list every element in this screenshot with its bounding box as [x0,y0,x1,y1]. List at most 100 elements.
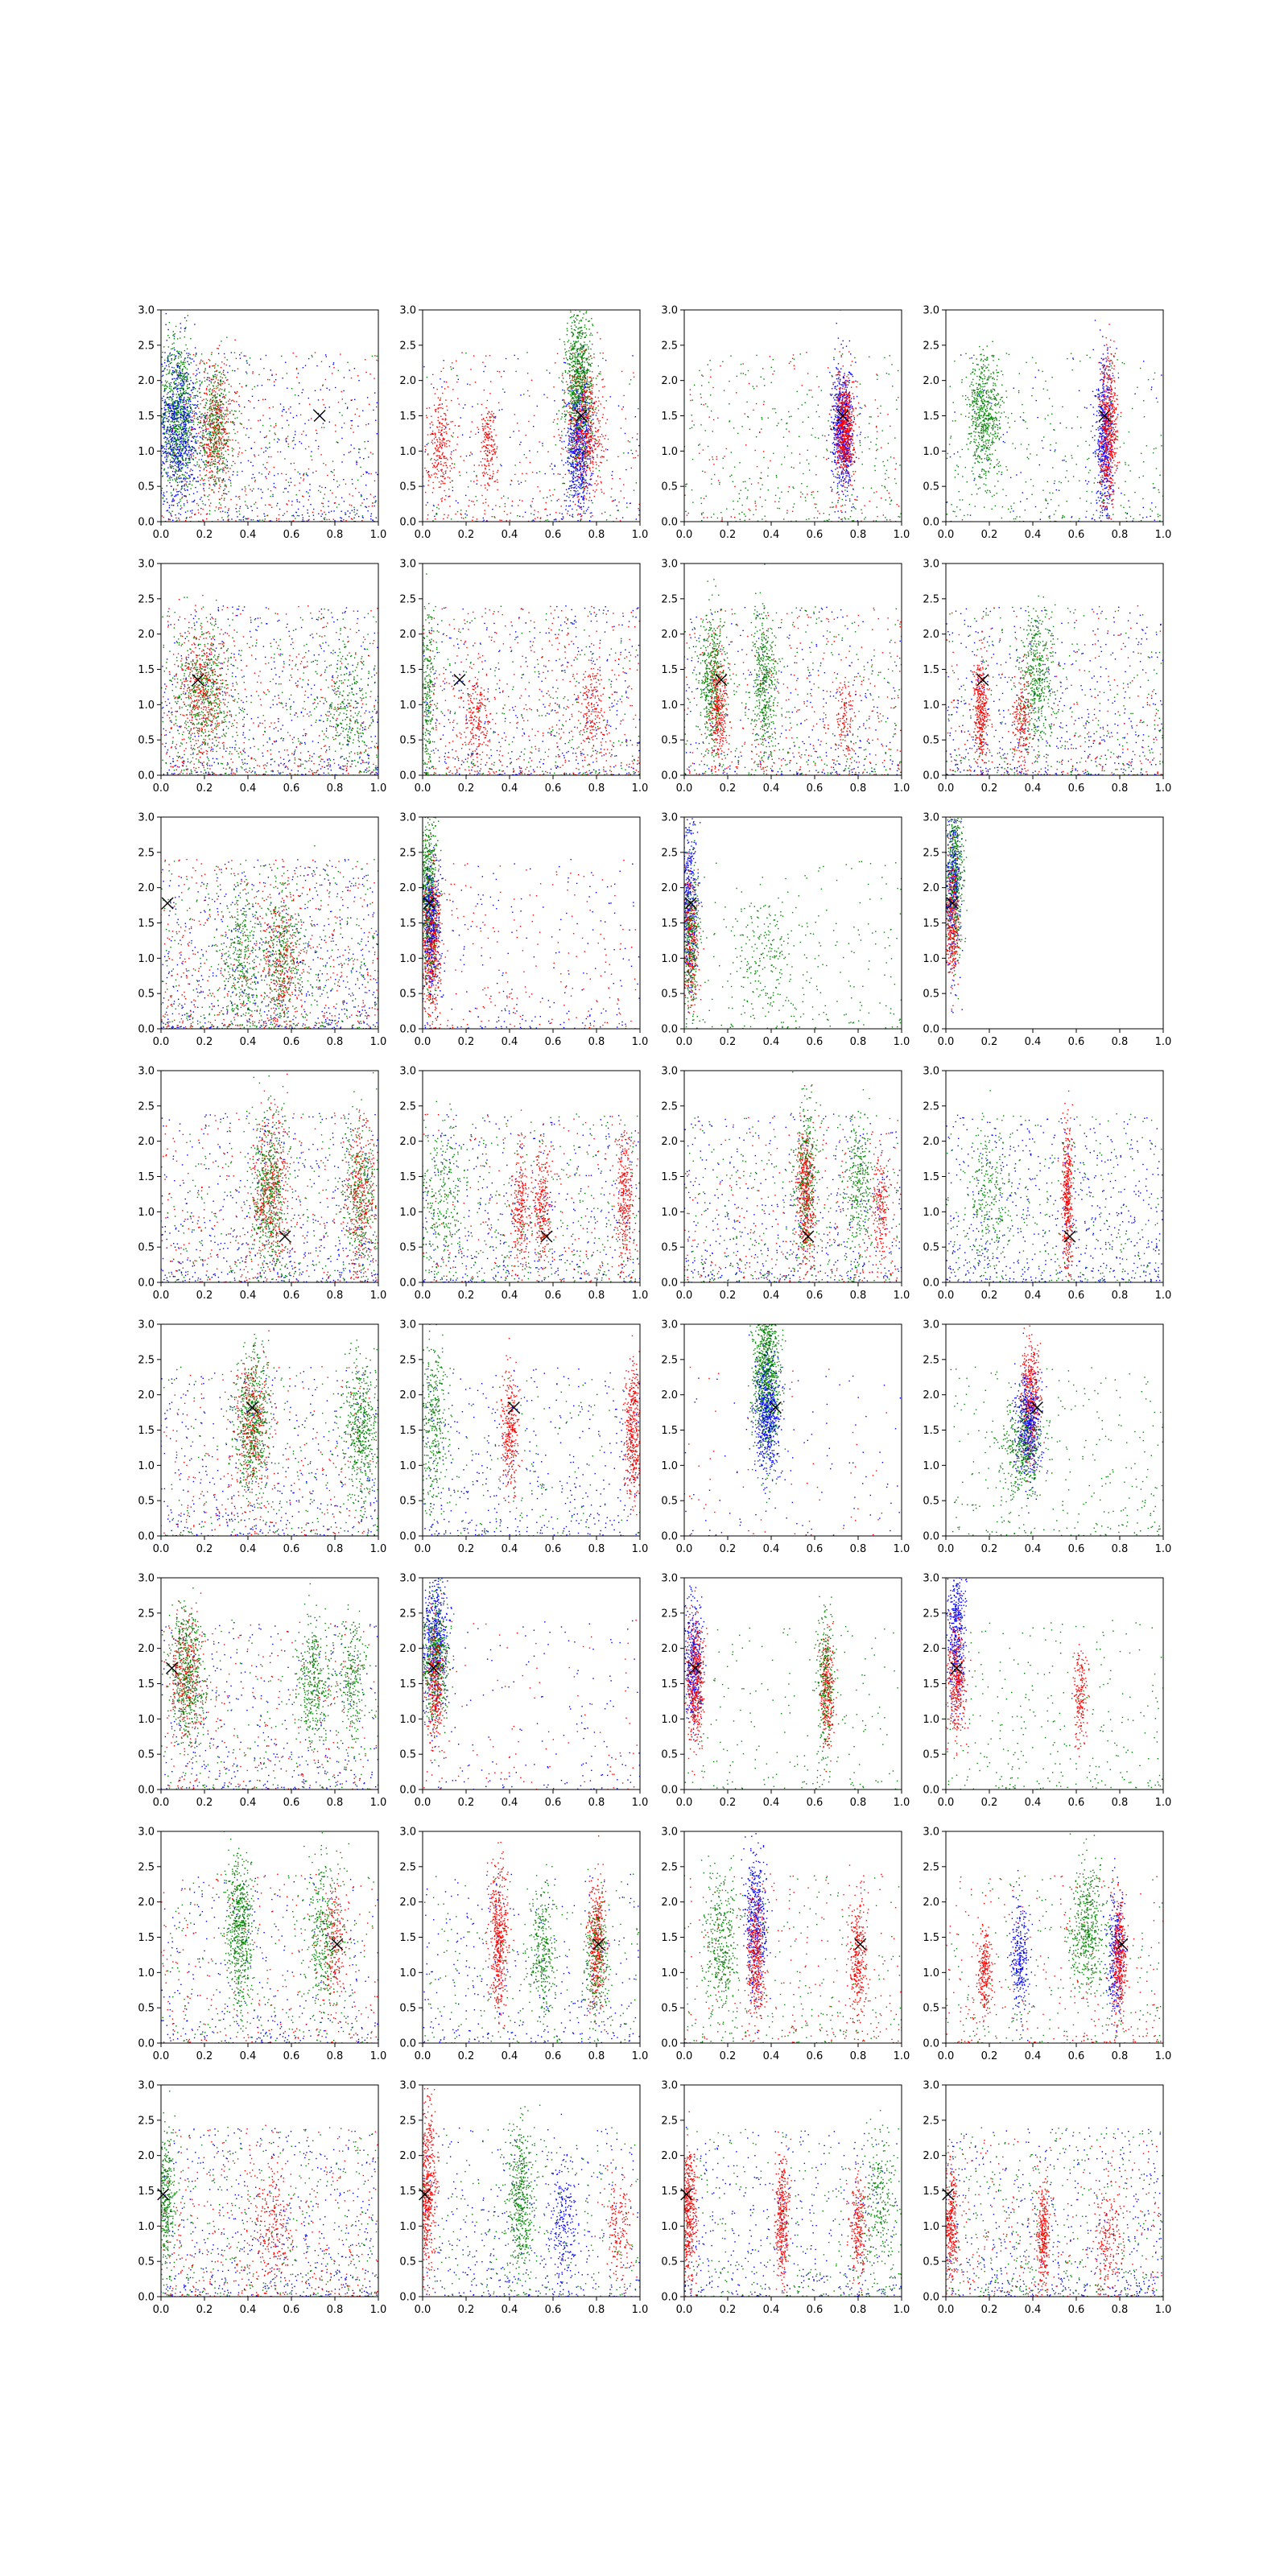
data-point [180,402,181,403]
data-point [206,464,207,465]
data-point [219,372,220,373]
data-point [586,328,587,329]
data-point [188,462,189,463]
data-point [558,473,559,474]
data-point [506,514,507,515]
data-point [222,422,223,423]
data-point [220,405,221,406]
data-point [171,358,172,359]
data-point [344,501,345,502]
data-point [182,409,183,410]
data-point [362,515,363,516]
data-point [202,438,203,439]
data-point [309,484,310,485]
data-point [191,457,192,458]
data-point [165,385,166,386]
data-point [209,424,210,425]
data-point [228,403,229,404]
data-point [582,382,583,383]
data-point [220,459,221,460]
data-point [179,450,180,451]
data-point [178,449,179,450]
data-point [171,374,172,375]
data-point [176,389,177,390]
data-point [237,431,238,432]
data-point [216,506,217,507]
data-point [252,373,253,374]
data-point [208,477,209,478]
data-point [257,516,258,517]
data-point [191,362,192,363]
data-point [567,334,568,335]
data-point [568,440,569,441]
data-point [574,315,575,316]
data-point [323,503,324,504]
data-point [490,381,491,382]
data-point [223,519,224,520]
data-point [291,388,292,389]
data-point [183,381,184,382]
data-point [171,457,172,458]
data-point [217,385,218,386]
data-point [215,429,216,430]
data-point [171,398,172,399]
data-point [228,446,229,447]
data-point [227,461,228,462]
data-point [245,501,246,502]
data-point [291,515,292,516]
data-point [190,412,191,413]
data-point [293,437,294,438]
data-point [244,355,245,356]
data-point [206,388,207,389]
data-point [212,419,213,420]
data-point [633,372,634,373]
data-point [218,405,219,406]
data-point [217,432,218,433]
data-point [217,379,218,380]
data-point [569,386,570,387]
data-point [191,474,192,475]
data-point [173,403,174,404]
data-point [226,380,227,381]
data-point [175,443,176,444]
data-point [179,375,180,376]
data-point [206,398,207,399]
data-point [183,448,184,449]
data-point [489,355,490,356]
data-point [164,456,165,457]
data-point [320,454,321,455]
data-point [578,315,579,316]
data-point [584,336,585,337]
data-point [584,408,585,409]
data-point [575,354,576,355]
data-point [171,461,172,462]
data-point [188,428,189,429]
data-point [175,461,176,462]
data-point [617,456,618,457]
data-point [189,394,190,395]
data-point [204,483,205,484]
data-point [223,490,224,491]
data-point [555,512,556,513]
data-point [243,517,244,518]
data-point [579,332,580,333]
data-point [544,509,545,510]
data-point [437,459,438,460]
data-point [180,461,181,462]
data-point [291,505,292,506]
data-point [169,477,170,478]
data-point [226,421,227,422]
data-point [192,386,193,387]
data-point [181,486,182,487]
data-point [178,471,179,472]
data-point [171,420,172,421]
data-point [585,430,586,431]
data-point [349,369,350,370]
data-point [177,431,178,432]
data-point [573,386,574,387]
data-point [562,518,563,519]
data-point [200,442,201,443]
data-point [575,330,576,331]
data-point [168,399,169,400]
data-point [594,435,595,436]
